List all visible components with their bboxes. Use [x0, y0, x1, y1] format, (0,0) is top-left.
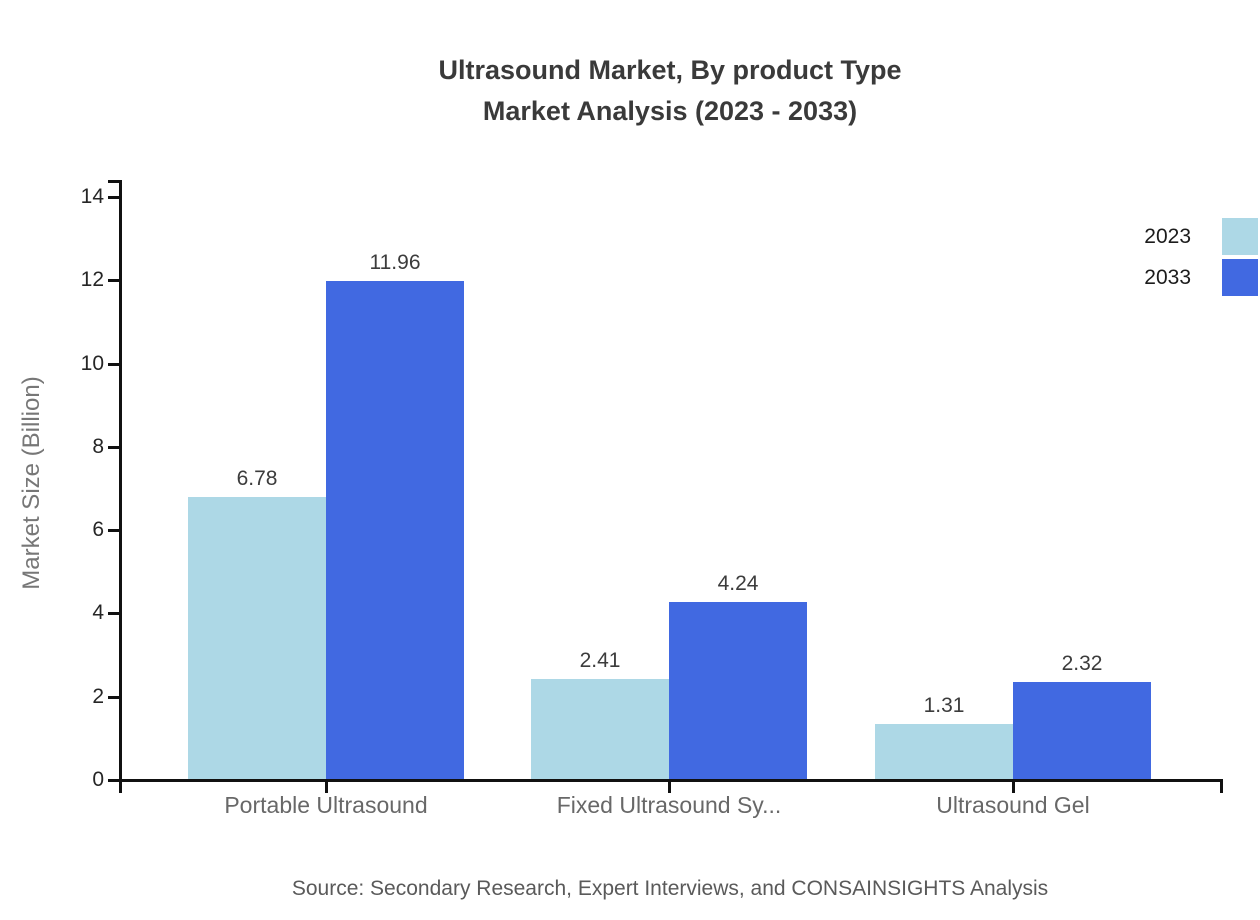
bar-2033-2 — [669, 602, 807, 779]
y-axis-spine — [119, 180, 122, 793]
legend: 2023 2033 — [1144, 218, 1258, 300]
y-tick — [108, 363, 120, 366]
y-tick — [108, 279, 120, 282]
bar-2023-1 — [188, 497, 326, 779]
legend-label: 2023 — [1144, 224, 1191, 248]
y-tick-label: 4 — [92, 601, 104, 624]
x-category-label: Portable Ultrasound — [224, 792, 428, 818]
y-tick — [108, 196, 120, 199]
legend-swatch — [1222, 259, 1258, 296]
y-tick — [108, 612, 120, 615]
legend-label: 2033 — [1144, 265, 1191, 289]
y-tick-label: 14 — [80, 185, 104, 208]
y-axis-title: Market Size (Billion) — [18, 376, 45, 590]
x-category-label: Ultrasound Gel — [936, 792, 1090, 818]
y-tick — [108, 779, 120, 782]
legend-item-2033: 2033 — [1144, 259, 1258, 296]
x-tick — [668, 782, 671, 793]
y-tick-label: 8 — [92, 435, 104, 458]
bar-2033-1 — [326, 281, 464, 779]
bar-value-label: 11.96 — [369, 251, 421, 274]
y-tick — [108, 696, 120, 699]
chart-title-line-1: Ultrasound Market, By product Type — [438, 55, 902, 85]
bar-2023-2 — [531, 679, 669, 779]
y-tick-label: 12 — [80, 268, 104, 291]
y-tick-label: 10 — [80, 352, 104, 375]
legend-item-2023: 2023 — [1144, 218, 1258, 255]
x-tick — [1012, 782, 1015, 793]
x-axis-line — [119, 779, 1223, 782]
y-tick — [108, 529, 120, 532]
bar-value-label: 2.41 — [579, 649, 621, 672]
chart-title: Ultrasound Market, By product Type Marke… — [80, 50, 1260, 132]
y-tick-label: 6 — [92, 518, 104, 541]
x-category-label: Fixed Ultrasound Sy... — [556, 792, 782, 818]
y-tick-label: 0 — [92, 768, 104, 791]
y-tick — [108, 446, 120, 449]
bar-2023-3 — [875, 724, 1013, 779]
source-note: Source: Secondary Research, Expert Inter… — [291, 877, 1049, 900]
x-axis-end-cap — [1220, 779, 1223, 793]
x-tick — [325, 782, 328, 793]
chart-title-line-2: Market Analysis (2023 - 2033) — [482, 96, 858, 126]
legend-swatch — [1222, 218, 1258, 255]
bar-value-label: 4.24 — [717, 572, 759, 595]
bar-value-label: 2.32 — [1061, 652, 1103, 675]
bar-value-label: 1.31 — [923, 694, 965, 717]
bar-2033-3 — [1013, 682, 1151, 779]
bar-value-label: 6.78 — [236, 467, 278, 490]
y-axis-end-cap — [108, 180, 122, 183]
y-tick-label: 2 — [92, 685, 104, 708]
